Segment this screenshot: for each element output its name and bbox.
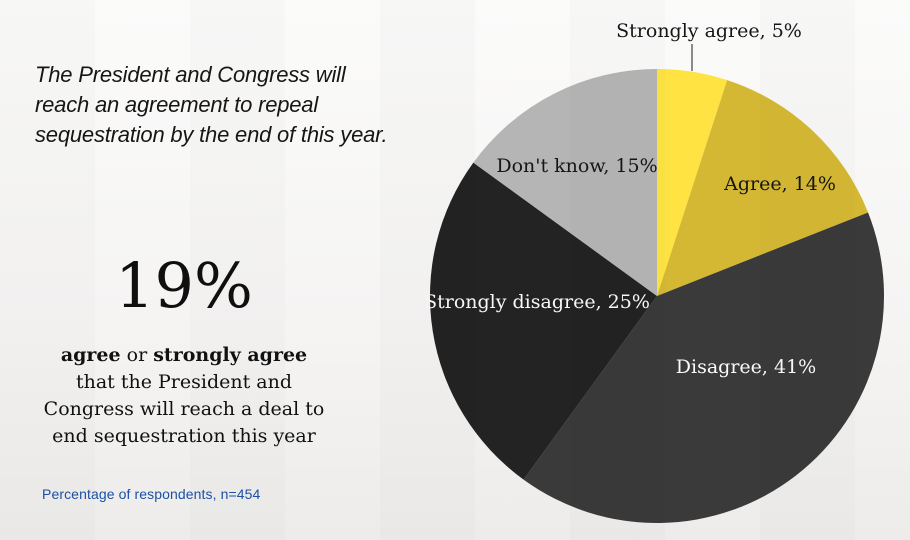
summary-line: agree or strongly agree <box>60 344 308 366</box>
pie-slice-don-t-know <box>473 69 657 296</box>
survey-question-line: sequestration by the end of this year. <box>35 122 388 147</box>
pie-label-dont-know: Don't know, 15% <box>496 155 658 177</box>
summary-line: that the President and <box>75 371 292 393</box>
highlight-summary: agree or strongly agree that the Presiden… <box>26 342 342 450</box>
pie-label-strongly-agree: Strongly agree, 5% <box>616 20 802 42</box>
pie-label-agree: Agree, 14% <box>724 173 836 195</box>
highlight-stat: 19% <box>115 249 253 322</box>
pie-slice-agree <box>657 80 869 296</box>
survey-question-line: The President and Congress will <box>35 62 346 87</box>
summary-line: end sequestration this year <box>52 425 316 447</box>
survey-question: The President and Congress will reach an… <box>35 60 388 150</box>
pie-label-strongly-disagree: Strongly disagree, 25% <box>424 291 650 313</box>
summary-line: Congress will reach a deal to <box>43 398 325 420</box>
survey-question-line: reach an agreement to repeal <box>35 92 319 117</box>
pie-slice-disagree <box>523 212 885 524</box>
pie-label-disagree: Disagree, 41% <box>675 356 817 378</box>
pie-slice-strongly-agree <box>657 69 728 296</box>
pie-slice-strongly-disagree <box>429 162 657 480</box>
footnote: Percentage of respondents, n=454 <box>42 486 261 502</box>
